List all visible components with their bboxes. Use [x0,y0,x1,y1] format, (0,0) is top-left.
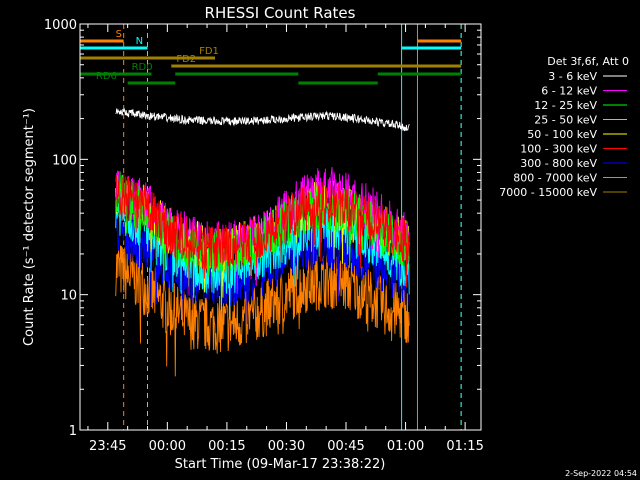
x-tick-label: 23:45 [89,439,126,454]
flag-label: RD6 [96,71,117,82]
legend-label: 800 - 7000 keV [513,172,597,185]
plot-frame [79,23,482,431]
series-line [115,174,410,296]
x-tick-label: 01:00 [387,439,424,454]
y-tick-label: 10 [60,289,77,304]
y-axis: 1 10 100 1000 [44,18,481,439]
flag-label: RD0 [132,62,153,73]
x-axis-label: Start Time (09-Mar-17 23:38:22) [175,457,386,472]
y-tick-label: 1 [69,424,77,439]
chart-title: RHESSI Count Rates [205,4,356,22]
y-tick-label: 1000 [44,18,77,33]
x-tick-label: 00:30 [268,439,305,454]
legend-label: 300 - 800 keV [520,157,597,170]
series-line [115,245,410,377]
x-tick-label: 00:00 [149,439,186,454]
y-tick-label: 100 [52,153,77,168]
legend-label: 3 - 6 keV [548,70,597,83]
legend-label: 50 - 100 keV [527,128,597,141]
legend-header: Det 3f,6f, Att 0 [547,55,629,68]
y-axis-label: Count Rate (s⁻¹ detector segment⁻¹) [22,108,37,346]
footer-date: 2-Sep-2022 04:54 [565,469,637,478]
flag-label: N [136,36,143,47]
x-tick-label: 00:45 [327,439,364,454]
x-tick-label: 00:15 [208,439,245,454]
x-axis: 23:45 00:00 00:15 00:30 00:45 01:00 01:15 [87,24,484,454]
flag-label: FD1 [199,46,219,57]
series-line [115,107,410,132]
flag-label: FD2 [176,54,196,65]
legend-label: 7000 - 15000 keV [499,186,597,199]
legend-label: 12 - 25 keV [534,99,597,112]
flag-label: S [116,29,122,40]
legend-label: 6 - 12 keV [541,85,597,98]
legend-label: 25 - 50 keV [534,114,597,127]
legend-label: 100 - 300 keV [520,143,597,156]
x-tick-label: 01:15 [446,439,483,454]
